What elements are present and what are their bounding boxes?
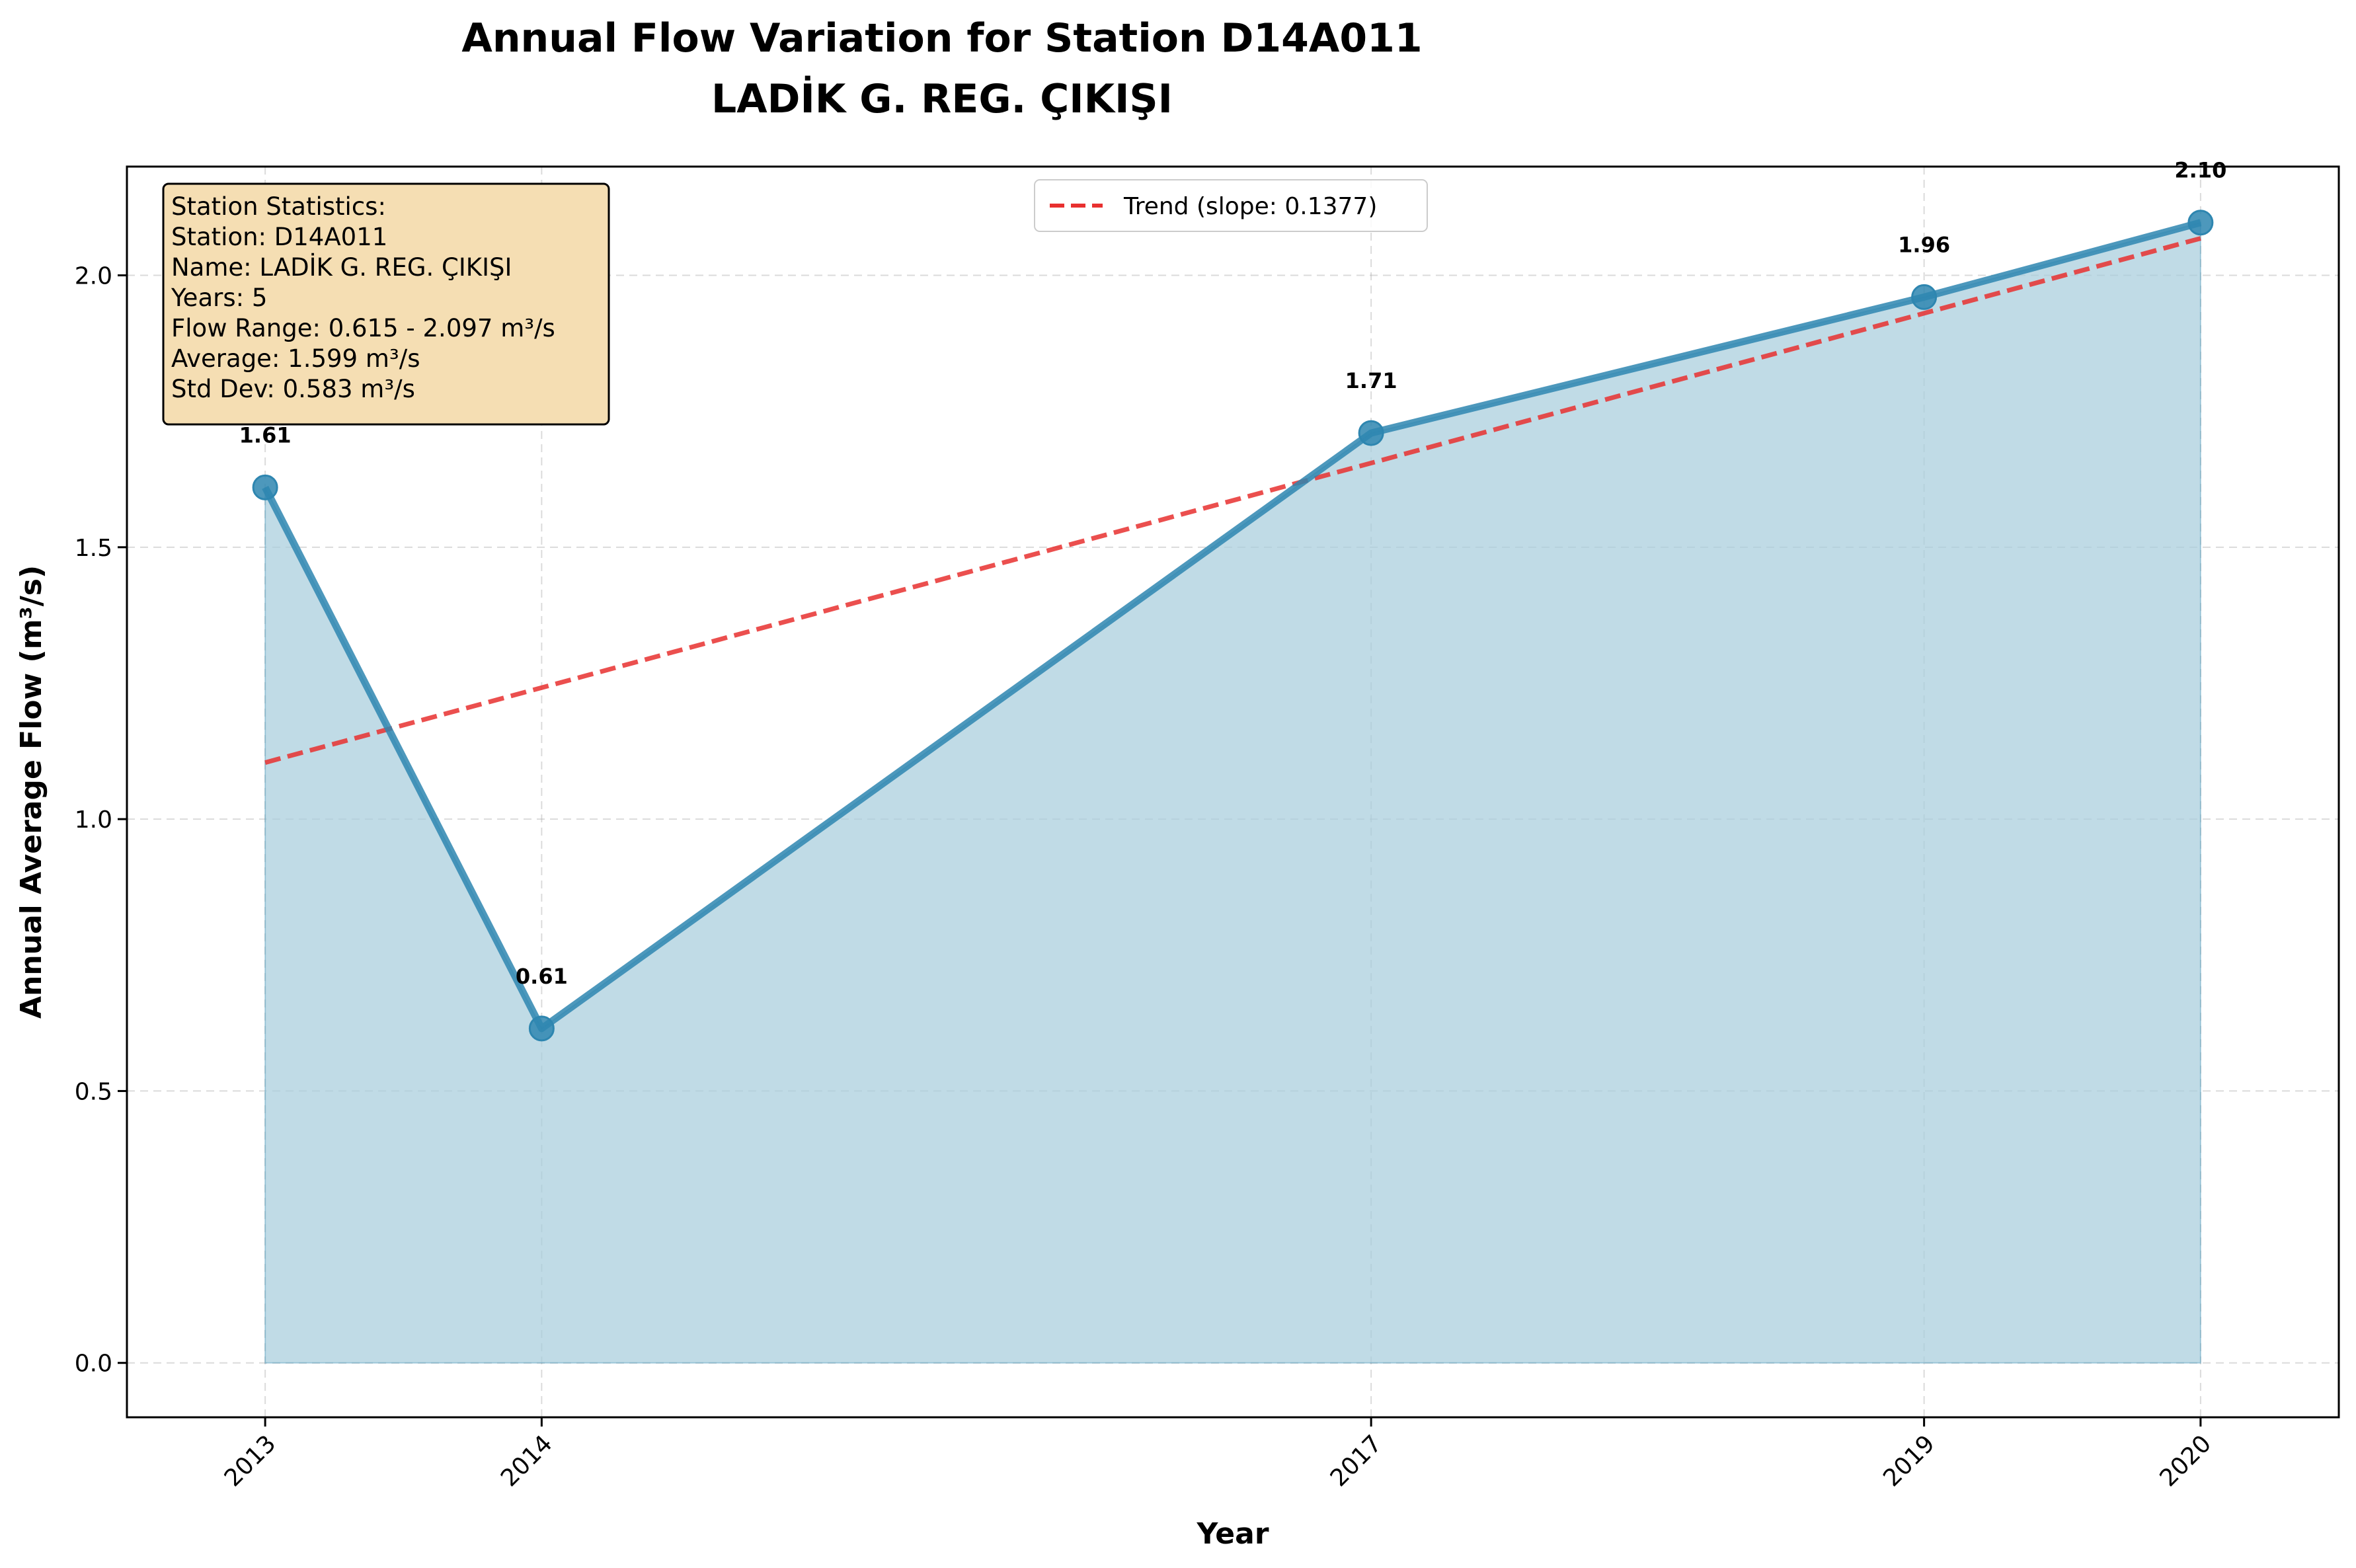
stats-line: Name: LADİK G. REG. ÇIKIŞI: [171, 253, 512, 282]
y-tick-label: 1.0: [75, 806, 112, 834]
data-label: 0.61: [516, 964, 568, 989]
stats-line: Std Dev: 0.583 m³/s: [171, 375, 415, 403]
data-label: 2.10: [2174, 158, 2226, 183]
x-tick-label: 2014: [496, 1430, 558, 1492]
trend-line: [264, 236, 2201, 765]
data-point: [2187, 210, 2214, 236]
chart-subtitle: LADİK G. REG. ÇIKIŞI: [711, 75, 1173, 122]
data-point: [1358, 420, 1384, 446]
data-label: 1.71: [1345, 368, 1397, 393]
plot-frame: [126, 165, 2340, 1419]
stats-line: Years: 5: [171, 284, 267, 312]
x-tick-label: 2013: [219, 1430, 282, 1492]
data-point: [252, 474, 278, 500]
series-line-layer: [252, 210, 2214, 1042]
y-tick-label: 0.5: [75, 1078, 112, 1105]
stats-line: Average: 1.599 m³/s: [171, 344, 420, 373]
x-tick-label: 2019: [1878, 1430, 1940, 1492]
chart-title: Annual Flow Variation for Station D14A01…: [461, 15, 1422, 61]
x-tick-label: 2020: [2154, 1430, 2217, 1492]
y-tick-label: 1.5: [75, 535, 112, 562]
trend-layer: [264, 236, 2201, 765]
legend: Trend (slope: 0.1377): [1034, 179, 1428, 232]
legend-trend-label: Trend (slope: 0.1377): [1123, 193, 1377, 220]
stats-box-background: [162, 182, 610, 426]
data-point: [1911, 284, 1938, 310]
legend-frame: [1034, 179, 1428, 232]
y-axis-ticks: 0.0 0.5 1.0 1.5 2.0: [75, 263, 127, 1378]
x-tick-label: 2017: [1325, 1430, 1388, 1492]
data-label: 1.96: [1898, 232, 1950, 257]
data-label: 1.61: [239, 422, 292, 448]
x-axis-label: Year: [1196, 1517, 1269, 1551]
stats-box: Station Statistics: Station: D14A011 Nam…: [162, 182, 610, 426]
y-tick-label: 0.0: [75, 1351, 112, 1378]
stats-line: Flow Range: 0.615 - 2.097 m³/s: [171, 314, 555, 342]
stats-line: Station Statistics:: [171, 192, 386, 221]
stats-line: Station: D14A011: [171, 223, 387, 251]
y-tick-label: 2.0: [75, 263, 112, 290]
x-axis-ticks: 2013 2014 2017 2019 2020: [219, 1417, 2217, 1492]
data-label-layer: 1.61 0.61 1.71 1.96 2.10: [239, 158, 2227, 989]
data-point: [528, 1015, 555, 1042]
y-axis-label: Annual Average Flow (m³/s): [15, 565, 48, 1019]
